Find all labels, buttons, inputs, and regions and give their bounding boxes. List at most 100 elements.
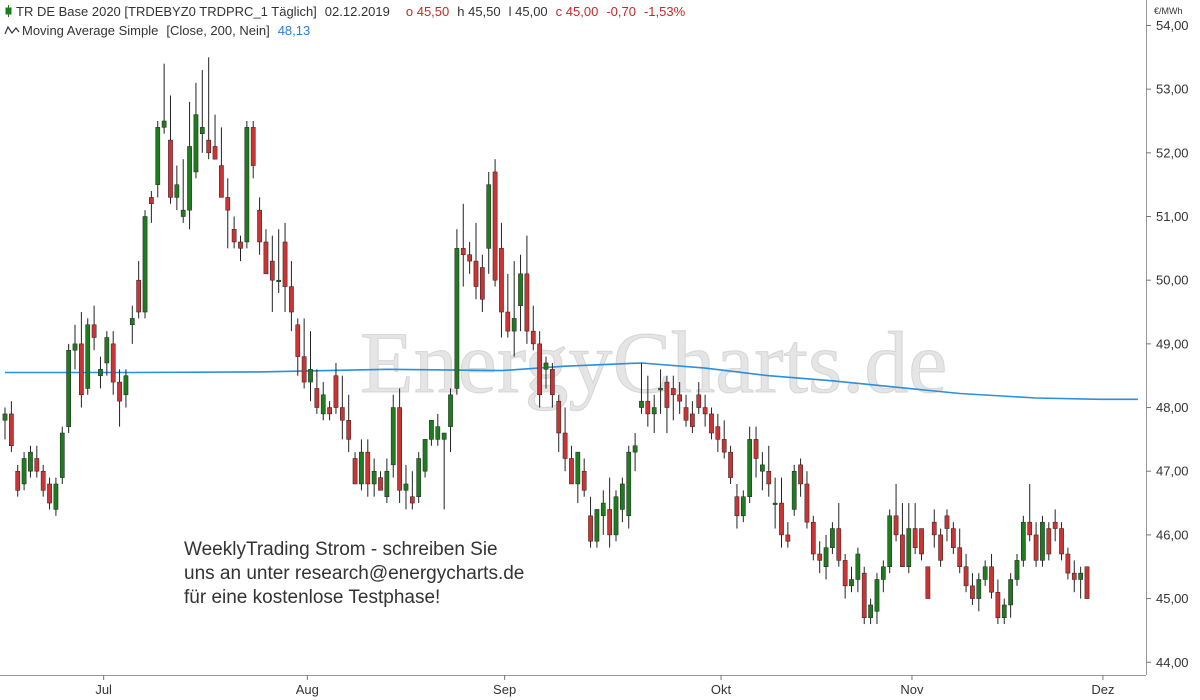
x-tick-label: Aug bbox=[296, 682, 319, 697]
candle-body bbox=[594, 509, 600, 542]
candle-body bbox=[91, 324, 97, 338]
candle-body bbox=[543, 362, 549, 370]
candle-body bbox=[855, 553, 861, 580]
candle-body bbox=[556, 400, 562, 434]
candle-body bbox=[938, 534, 943, 561]
candle-body bbox=[117, 381, 122, 402]
candle-body bbox=[1001, 604, 1007, 618]
candle-body bbox=[276, 279, 282, 282]
candle-body bbox=[919, 528, 924, 555]
candle-body bbox=[1059, 528, 1064, 555]
candle-body bbox=[333, 375, 339, 408]
indicator-label: Moving Average Simple bbox=[22, 23, 159, 38]
candle-body bbox=[989, 566, 994, 593]
candle-body bbox=[887, 515, 893, 567]
candle-body bbox=[683, 407, 689, 421]
candle-body bbox=[817, 553, 823, 561]
moving-average-icon bbox=[4, 25, 20, 35]
candle-body bbox=[142, 216, 148, 313]
candle-body bbox=[225, 197, 231, 211]
candle-body bbox=[664, 381, 670, 408]
promo-note: WeeklyTrading Strom - schreiben Sie uns … bbox=[184, 538, 524, 610]
instrument-header: TR DE Base 2020 [TRDEBYZ0 TRDPRC_1 Tägli… bbox=[4, 4, 685, 20]
candle-body bbox=[658, 388, 663, 391]
candle-body bbox=[155, 127, 161, 185]
candle-body bbox=[550, 369, 555, 396]
candle-body bbox=[823, 547, 829, 567]
x-tick-label: Nov bbox=[900, 682, 924, 697]
candle-body bbox=[467, 254, 472, 262]
candle-body bbox=[900, 534, 905, 567]
candle-body bbox=[798, 464, 803, 485]
candle-body bbox=[98, 369, 103, 376]
promo-note-line: für eine kostenlose Testphase! bbox=[184, 587, 441, 608]
y-tick-label: 54,00 bbox=[1156, 18, 1189, 33]
y-tick-label: 45,00 bbox=[1156, 591, 1189, 606]
candle-body bbox=[129, 318, 135, 326]
candle-body bbox=[301, 356, 307, 383]
candle-body bbox=[721, 439, 727, 453]
candle-body bbox=[2, 413, 8, 421]
candle-body bbox=[110, 343, 116, 383]
indicator-params: [Close, 200, Nein] bbox=[166, 23, 270, 38]
candle-body bbox=[34, 458, 40, 472]
candle-body bbox=[193, 114, 199, 173]
candle-body bbox=[359, 451, 364, 485]
candle-body bbox=[250, 127, 256, 166]
candle-body bbox=[709, 413, 714, 434]
candle-body bbox=[289, 286, 294, 313]
candle-body bbox=[1008, 579, 1013, 606]
x-tick-label: Okt bbox=[711, 682, 732, 697]
candle-body bbox=[1046, 528, 1052, 555]
candle-body bbox=[1014, 560, 1020, 580]
candle-body bbox=[238, 241, 243, 249]
candle-body bbox=[944, 515, 950, 529]
candle-body bbox=[702, 407, 708, 415]
candle-body bbox=[874, 579, 880, 612]
candle-body bbox=[931, 521, 937, 536]
candle-body bbox=[174, 184, 180, 198]
candle-body bbox=[199, 127, 205, 134]
candle-body bbox=[486, 184, 492, 249]
candle-body bbox=[1084, 566, 1090, 599]
y-tick-label: 48,00 bbox=[1156, 400, 1189, 415]
candle-body bbox=[320, 394, 326, 415]
candle-body bbox=[219, 165, 224, 198]
candle-body bbox=[1065, 553, 1071, 574]
candle-body bbox=[861, 572, 867, 618]
candle-body bbox=[339, 407, 345, 421]
candle-body bbox=[715, 426, 721, 440]
candle-body bbox=[740, 496, 746, 517]
header-high: h 45,50 bbox=[457, 4, 501, 19]
y-tick-label: 53,00 bbox=[1156, 82, 1189, 97]
candle-body bbox=[530, 330, 536, 345]
candle-body bbox=[753, 439, 759, 459]
candle-body bbox=[810, 521, 816, 555]
candle-body bbox=[779, 502, 784, 536]
candle-body bbox=[518, 273, 523, 306]
candle-body bbox=[950, 528, 956, 548]
candle-body bbox=[136, 279, 142, 313]
candle-body bbox=[480, 267, 485, 300]
candle-body bbox=[505, 311, 511, 332]
indicator-value: 48,13 bbox=[277, 23, 311, 38]
x-tick-label: Dez bbox=[1091, 682, 1114, 697]
candlestick-icon bbox=[5, 5, 12, 17]
y-tick-label: 52,00 bbox=[1156, 145, 1189, 160]
header-close: c 45,00 bbox=[555, 4, 599, 19]
candle-body bbox=[460, 248, 466, 255]
candle-body bbox=[785, 534, 791, 542]
candle-body bbox=[1071, 572, 1077, 580]
candle-body bbox=[1033, 534, 1039, 561]
candle-body bbox=[1027, 521, 1033, 536]
candle-body bbox=[600, 502, 606, 517]
candle-body bbox=[352, 458, 358, 485]
promo-note-line: uns an unter research@energycharts.de bbox=[184, 563, 525, 584]
candle-body bbox=[231, 228, 237, 243]
candle-body bbox=[409, 496, 415, 504]
candle-body bbox=[830, 528, 835, 548]
candle-body bbox=[435, 426, 441, 440]
candle-body bbox=[524, 273, 530, 332]
candle-body bbox=[696, 394, 702, 408]
candle-body bbox=[670, 388, 676, 396]
